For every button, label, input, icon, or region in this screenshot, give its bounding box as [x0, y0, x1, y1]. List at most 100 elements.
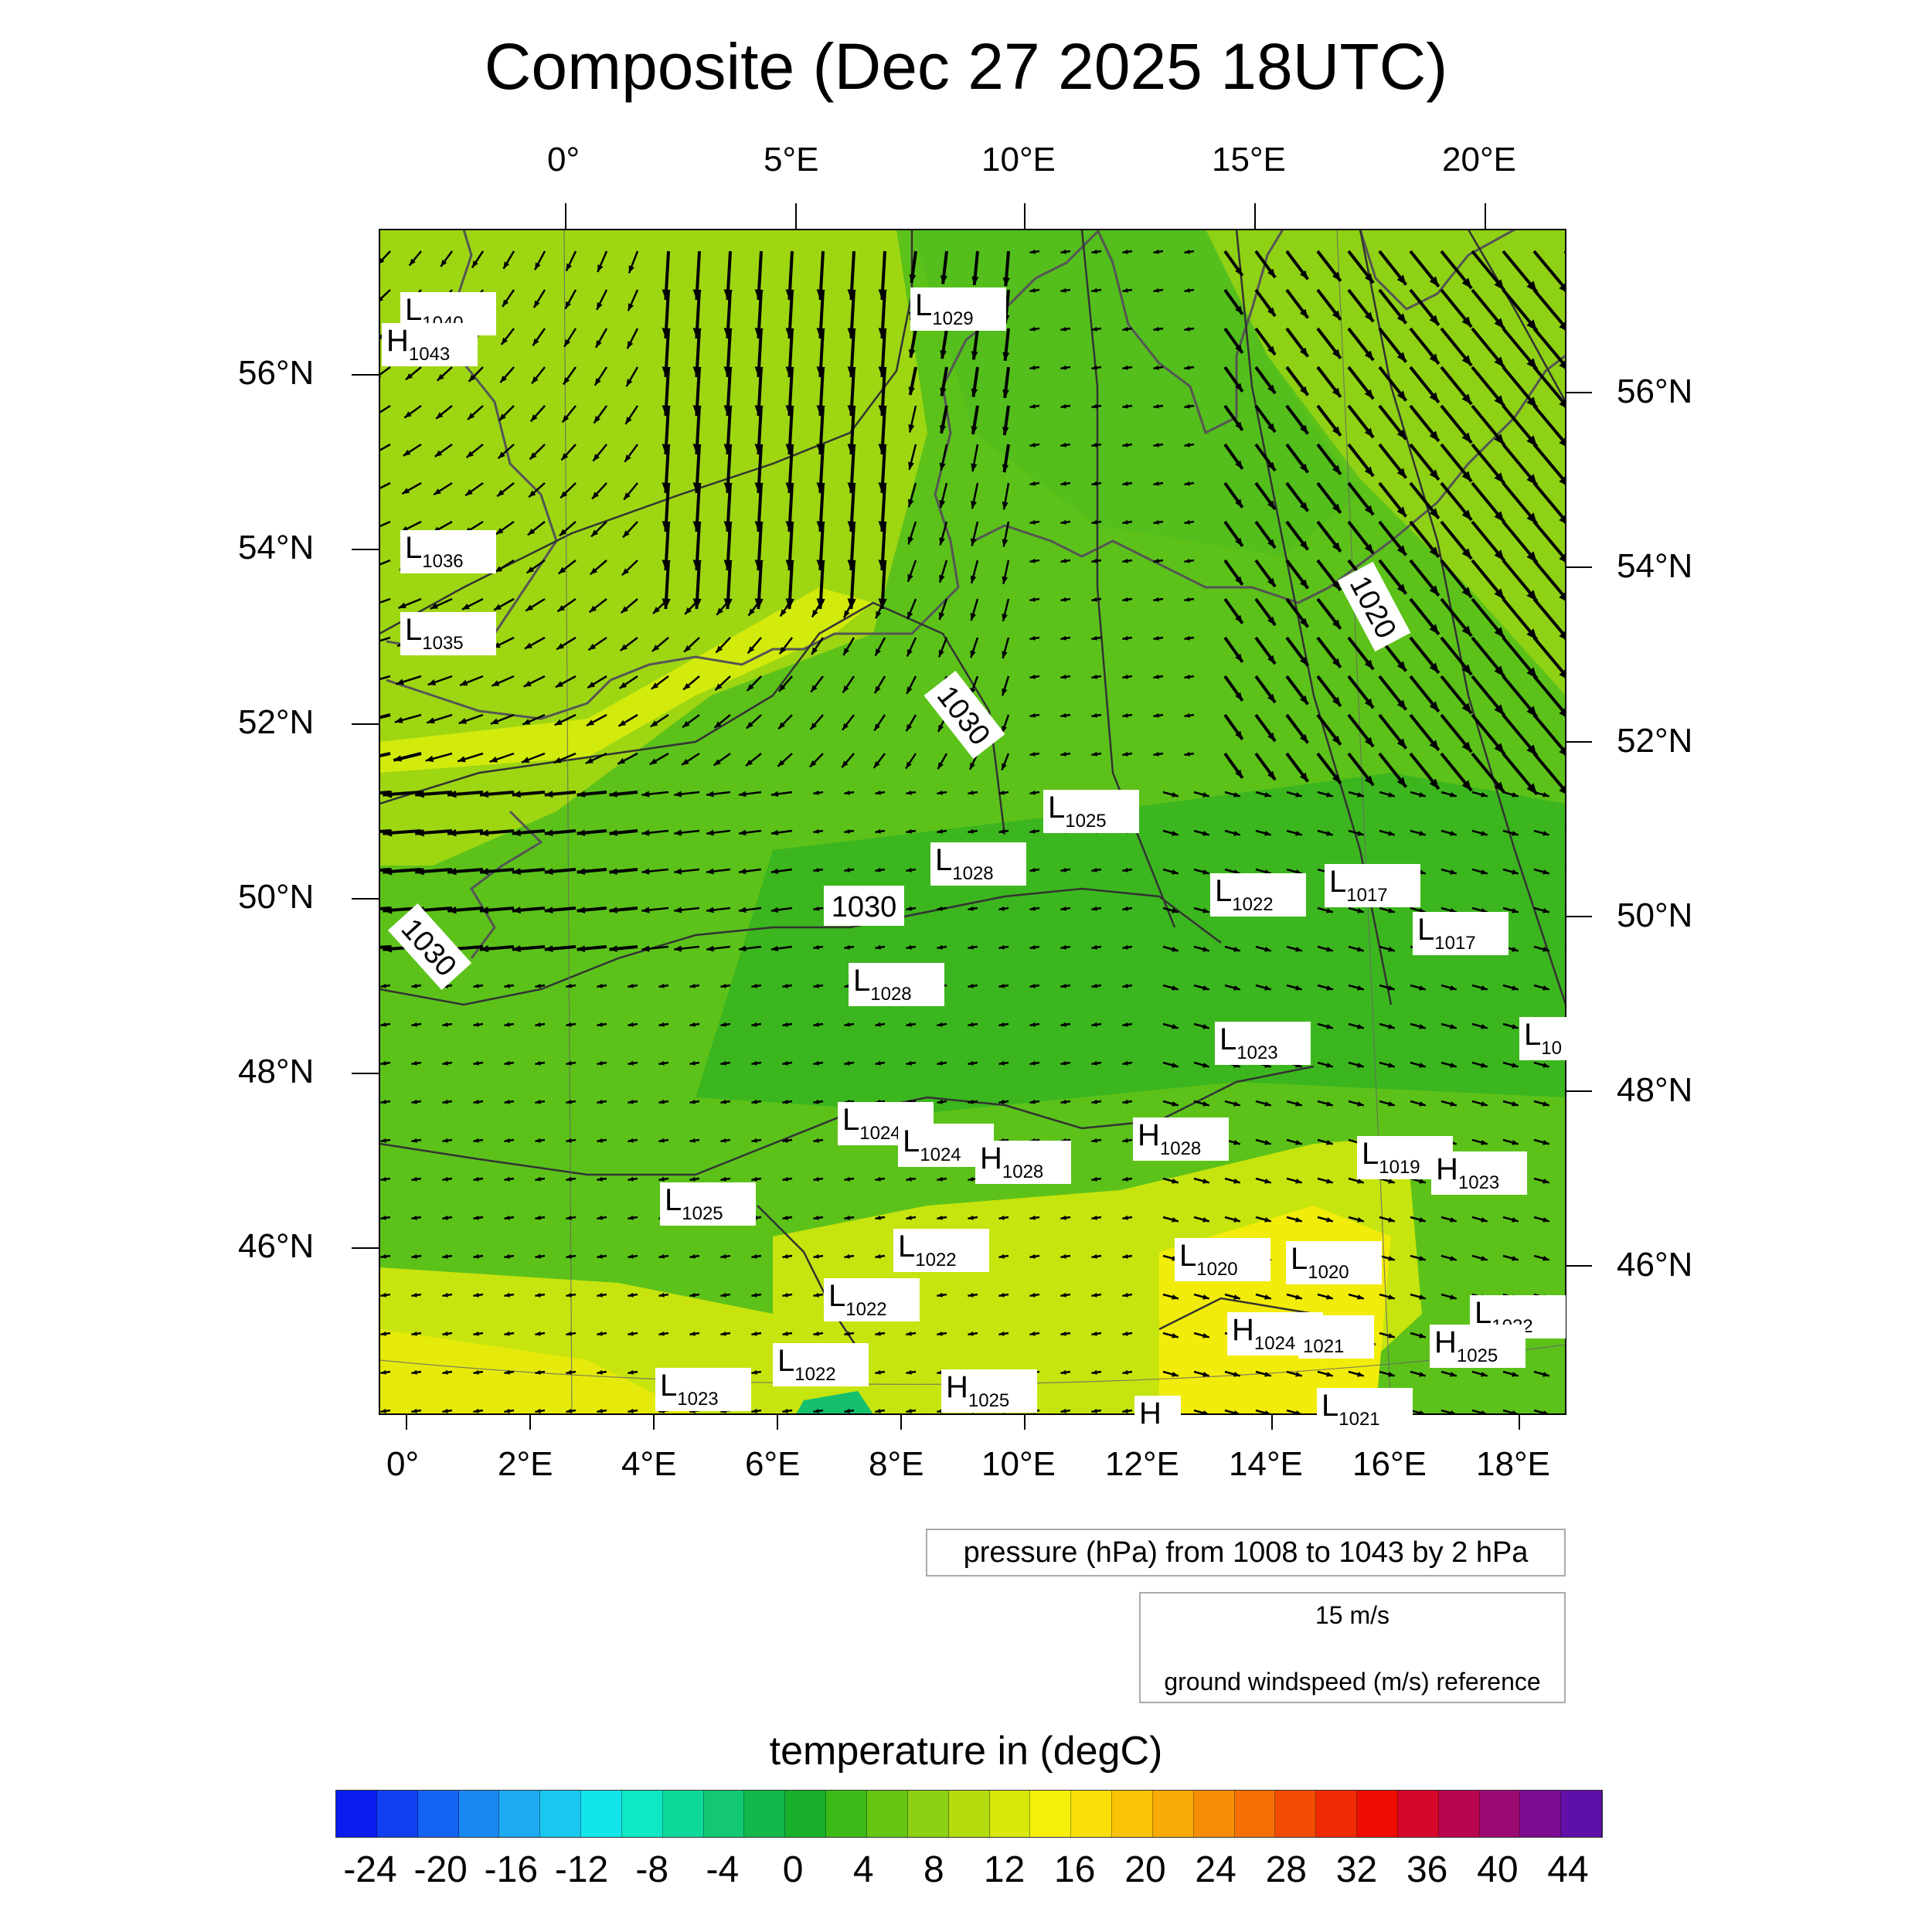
wind-vector-head	[1450, 1024, 1457, 1029]
wind-vector-head	[875, 1022, 881, 1027]
pressure-center-label: L1022	[1210, 873, 1306, 917]
wind-vector-head	[594, 416, 600, 423]
wind-vector-head	[1419, 1410, 1426, 1414]
colorbar-swatch	[662, 1791, 704, 1837]
wind-vector-head	[906, 686, 913, 694]
wind-vector-head	[649, 758, 658, 765]
wind-vector-head	[875, 828, 881, 834]
wind-vector-head	[908, 386, 915, 396]
wind-vector-head	[1184, 558, 1190, 563]
wind-vector-head	[535, 1369, 541, 1375]
wind-vector-head	[1396, 352, 1406, 362]
colorbar-title: temperature in (degC)	[769, 1729, 1163, 1774]
wind-vector-head	[379, 296, 384, 302]
wind-vector-head	[1172, 1333, 1179, 1338]
wind-vector-head	[842, 760, 849, 768]
wind-vector-head	[628, 1060, 634, 1066]
pressure-center-text: H	[1139, 1396, 1162, 1430]
wind-vector-head	[1235, 614, 1243, 624]
wind-vector-head	[498, 413, 506, 421]
wind-vector-head	[558, 566, 566, 574]
wind-vector-head	[746, 721, 753, 729]
wind-vector-head	[658, 983, 665, 988]
wind-vector-head	[842, 723, 849, 730]
wind-vector-head	[1153, 713, 1159, 718]
wind-vector-head	[398, 602, 406, 608]
wind-vector-head	[1526, 435, 1537, 447]
wind-vector-head	[623, 530, 630, 538]
wind-vector-head	[535, 1099, 541, 1104]
wind-vector-head	[706, 868, 714, 875]
wind-vector-head	[1526, 474, 1537, 485]
wind-vector-head	[813, 1292, 819, 1298]
wind-vector-head	[566, 1408, 572, 1413]
colorbar-swatch	[1561, 1791, 1603, 1837]
wind-vector-head	[689, 1292, 696, 1298]
pressure-center-text: L1029	[915, 288, 974, 329]
wind-vector-head	[1481, 1101, 1488, 1107]
wind-vector-head	[1573, 1101, 1580, 1107]
wind-vector-head	[875, 1176, 881, 1182]
wind-vector-head	[937, 1292, 943, 1298]
wind-vector-head	[658, 1022, 665, 1027]
wind-vector-head	[713, 759, 721, 766]
wind-vector-head	[1512, 1410, 1519, 1414]
wind-vector-head	[411, 1022, 417, 1027]
wind-vector-head	[609, 791, 617, 798]
wind-vector-head	[1060, 597, 1066, 602]
pressure-center-label: L1017	[1325, 864, 1420, 907]
wind-vector-head	[1419, 1179, 1426, 1184]
colorbar-tick-label: 16	[1054, 1849, 1096, 1890]
wind-vector-head	[1267, 500, 1276, 510]
wind-vector-head	[1429, 778, 1439, 789]
colorbar-swatch	[744, 1791, 786, 1837]
wind-vector-head	[968, 944, 974, 950]
wind-vector-head	[751, 1292, 757, 1298]
wind-vector-head	[720, 1060, 726, 1066]
wind-vector-head	[473, 1292, 479, 1298]
pressure-center-text: L1021	[1321, 1389, 1380, 1430]
wind-vector-head	[1172, 1024, 1179, 1029]
central-green	[696, 773, 1566, 1113]
wind-vector-head	[1029, 713, 1036, 718]
wind-vector-head	[495, 528, 504, 535]
wind-vector-head	[1364, 698, 1374, 709]
wind-vector-head	[1591, 631, 1602, 643]
wind-vector-head	[479, 906, 489, 914]
wind-vector-head	[1559, 746, 1566, 756]
wind-vector-head	[442, 1331, 448, 1336]
wind-vector-head	[970, 650, 976, 658]
wind-vector-head	[1002, 651, 1008, 659]
wind-vector-head	[1326, 1024, 1333, 1029]
wind-vector-head	[1267, 345, 1276, 355]
wind-vector-head	[1002, 389, 1009, 398]
wind-vector-head	[1264, 831, 1271, 836]
wind-vector-head	[1184, 519, 1190, 525]
wind-vector-head	[970, 613, 977, 621]
colorbar-swatch	[1438, 1791, 1480, 1837]
wind-vector-head	[1332, 735, 1341, 745]
colorbar-swatch	[1357, 1791, 1398, 1837]
pressure-center-label: L10	[1519, 1017, 1583, 1060]
wind-vector-head	[1543, 1101, 1549, 1107]
pressure-center-text: L1036	[405, 531, 464, 572]
wind-vector-head	[504, 1408, 510, 1413]
wind-vector-head	[1512, 1063, 1519, 1068]
wind-vector	[1564, 1409, 1566, 1412]
wind-vector-head	[1233, 831, 1240, 836]
wind-vector-head	[447, 829, 457, 837]
wind-vector-head	[1364, 736, 1374, 747]
wind-vector-head	[512, 829, 521, 837]
wind-vector-head	[1060, 1060, 1066, 1066]
wind-vector-head	[535, 262, 541, 270]
wind-vector-head	[1202, 1410, 1209, 1414]
wind-vector-head	[1091, 906, 1097, 911]
wind-vector-head	[1122, 519, 1128, 525]
wind-vector-head	[1450, 1217, 1457, 1223]
wind-vector-head	[473, 1369, 479, 1375]
wind-vector-head	[1202, 908, 1209, 913]
wind-vector-head	[380, 983, 386, 988]
wind-vector-head	[1573, 1294, 1580, 1300]
wind-vector-head	[411, 1408, 417, 1413]
baltic-cool	[912, 230, 1360, 556]
